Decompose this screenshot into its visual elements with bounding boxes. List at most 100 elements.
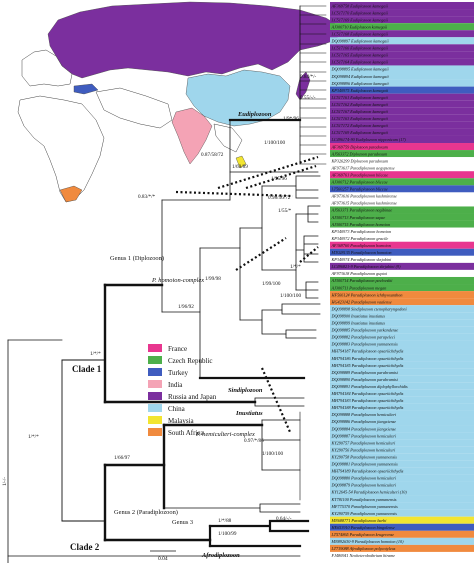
tip-label: KY290759 Paradiplozoon yunnanensis [331, 511, 398, 516]
tip-label: LC517170 Eudiplozoon kamegaii [331, 10, 389, 15]
tip-strip [330, 382, 474, 390]
tip-strip [330, 291, 474, 299]
label-eudiplozoon: Eudiplozoon [237, 111, 272, 118]
tip-label: DQ098896 Eudiplozoon kamegaii [331, 81, 390, 86]
branch-genus3 [208, 519, 310, 533]
map-southeast-asia [213, 123, 243, 153]
support-19: 1/100/100 [262, 451, 283, 457]
tip-label: AF369759 Diplozoon paradoxum [331, 144, 388, 149]
connector-lines [175, 155, 319, 433]
label-afrodiplozoon: Afrodiplozoon [201, 552, 240, 559]
tip-strip [330, 502, 474, 510]
branch-inustiatus-tips [254, 397, 305, 407]
tip-strip [330, 227, 474, 235]
tip-label: HE653910 Paradiplozoon bingolense [331, 525, 395, 530]
legend: France Czech Republic Turkey India Russi… [148, 344, 217, 437]
tip-label: AJ300714 Paradiplozoon pavlovskii [331, 278, 394, 283]
tip-strip [330, 467, 474, 475]
support-18: 0.97/*/86 [244, 438, 264, 444]
tip-strip [330, 305, 474, 313]
tip-strip [330, 262, 474, 270]
branch-megan-pavlovskii [261, 309, 287, 335]
tip-label: LC517166 Eudiplozoon kamegaii [331, 46, 389, 51]
tip-label: DQ098900 Inustiatus inustiatus [331, 313, 386, 318]
tip-label: AJ563371 Paradiplozoon nagibinae [331, 208, 393, 213]
support-5: 0.87/58/72 [201, 152, 224, 158]
tip-strip [330, 121, 474, 129]
tip-strip [330, 192, 474, 200]
tree-branches [7, 5, 327, 563]
tip-label: DQ098897 Eudiplozoon kamegaii [331, 39, 390, 44]
tip-strip [330, 199, 474, 207]
support-values: 0.84/*/- 0.55/-/- 1/9*/96 1/100/100 0.87… [2, 74, 317, 537]
label-sindiplozoon: Sindiplozoon [228, 387, 263, 394]
tip-label: KT781100 Paradiplozoon yunnanensis [331, 497, 397, 502]
tip-label: MH794187 Paradiplozoon opsariichthydis [331, 349, 404, 354]
tip-label: LC517172 Eudiplozoon kamegaii [331, 123, 389, 128]
tip-label: LC517167 Eudiplozoon kamegaii [331, 109, 389, 114]
support-15: 1/100/100 [280, 293, 301, 299]
legend-item-czech: Czech Republic [148, 356, 213, 365]
tip-strip [330, 107, 474, 115]
scale-bar: 0.04 [150, 550, 176, 562]
tip-strip [330, 86, 474, 94]
map-europe-west [21, 49, 73, 87]
support-7: 1/95/96 [271, 176, 287, 182]
tip-label: MF775370 Paradiplozoon yunnanensis [331, 504, 399, 509]
tip-strip [330, 114, 474, 122]
tip-strip [330, 319, 474, 327]
tip-strip [330, 523, 474, 531]
tip-label: AJ300713 Paradiplozoon sapae [331, 215, 386, 220]
legend-swatch-malaysia [148, 416, 162, 424]
tip-label: LC517169 Eudiplozoon kamegaii [331, 130, 389, 135]
branch-homoion-complex [295, 235, 319, 263]
tip-strip [330, 551, 474, 559]
support-1: 0.84/*/- [300, 74, 317, 80]
tip-label: MH794183 Paradiplozoon opsariichthydis [331, 398, 404, 403]
tip-label: DQ098899 Inustiatus inustiatus [331, 321, 386, 326]
tip-strip [330, 544, 474, 552]
tip-strip [330, 326, 474, 334]
tip-strip [330, 488, 474, 496]
tip-strip [330, 432, 474, 440]
tip-strip [330, 234, 474, 242]
support-16: 1/*/* [90, 351, 101, 357]
tip-label: KP340975 Eudiplozoon kamegaii [331, 88, 389, 93]
legend-swatch-czech [148, 356, 162, 364]
tip-label: AJ300715 Paradiplozoon homoion [331, 222, 391, 227]
support-9: 1/55/* [278, 208, 292, 214]
tip-label: DQ098888 Paradiplozoon hemiculteri [331, 412, 398, 417]
label-homoion-complex: P. homoion-complex [151, 277, 204, 284]
tip-label: KP326299 Diplozoon paradoxum [331, 158, 389, 163]
tip-strip [330, 340, 474, 348]
map-middle-east [95, 87, 173, 129]
tip-label: DQ098882 Paradiplozoon parapeleci [331, 335, 396, 340]
tip-label: MT028135 Paradiplozoon homoion [331, 250, 392, 255]
branch-pair-a [281, 303, 321, 315]
tip-label: AF973617 Paradiplozoon aegyptense [331, 165, 395, 170]
legend-label-france: France [168, 345, 187, 353]
tip-label: DQ098884 Paradiplozoon jiangxiense [331, 426, 397, 431]
tip-label: MH794189 Paradiplozoon opsariichthydis [331, 469, 404, 474]
map-turkey [73, 83, 99, 95]
tip-strip [330, 51, 474, 59]
support-20: 1/66/97 [114, 455, 130, 461]
legend-swatch-china [148, 404, 162, 412]
tip-strip [330, 375, 474, 383]
tip-strip [330, 481, 474, 489]
branch-paradoxum [295, 175, 321, 199]
legend-item-turkey: Turkey [148, 368, 188, 377]
support-6: 1/69/89 [232, 164, 248, 170]
tip-label: KY290756 Paradiplozoon hemiculteri [331, 447, 397, 452]
tip-label: LC517168 Eudiplozoon kamegaii [331, 31, 389, 36]
tip-strip [330, 403, 474, 411]
tip-strip [330, 425, 474, 433]
tip-label: MN688771 Paradiplozoon barbi [331, 518, 388, 523]
support-11: 1/99/98 [205, 276, 221, 282]
connector-eudiplozoon [175, 190, 294, 198]
tip-label: AJ300711 Paradiplozoon megan [331, 285, 387, 290]
tip-label: HF566124 Paradiplozoon ichthyoxanthon [331, 292, 403, 297]
support-12: 1/96/92 [178, 304, 194, 310]
map-russia [47, 1, 343, 79]
